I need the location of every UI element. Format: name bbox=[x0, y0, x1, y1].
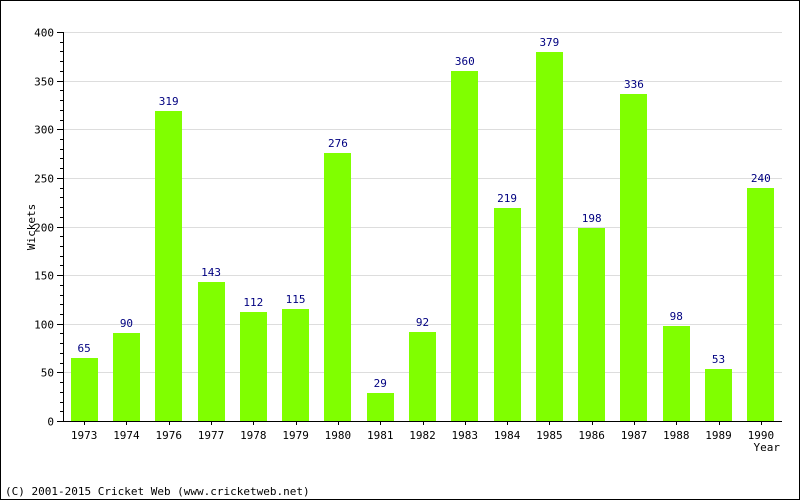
bar bbox=[620, 94, 647, 421]
x-tick-label: 1978 bbox=[240, 429, 267, 442]
x-tick-label: 1990 bbox=[748, 429, 775, 442]
bar-value-label: 143 bbox=[201, 266, 221, 279]
y-tick-label: 150 bbox=[34, 270, 54, 283]
bar-value-label: 90 bbox=[120, 317, 133, 330]
x-tick-label: 1976 bbox=[155, 429, 182, 442]
bar bbox=[409, 332, 436, 421]
bar-value-label: 319 bbox=[159, 95, 179, 108]
x-tick-label: 1988 bbox=[663, 429, 690, 442]
x-tick-label: 1983 bbox=[452, 429, 479, 442]
bar-value-label: 219 bbox=[497, 192, 517, 205]
footer-copyright: (C) 2001-2015 Cricket Web (www.cricketwe… bbox=[5, 485, 310, 498]
y-tick-label: 50 bbox=[41, 367, 54, 380]
bar bbox=[663, 326, 690, 421]
x-tick-label: 1980 bbox=[325, 429, 352, 442]
axis-layer bbox=[57, 32, 782, 425]
bar-value-label: 112 bbox=[243, 296, 263, 309]
bar-value-label: 98 bbox=[670, 310, 683, 323]
bar bbox=[71, 358, 98, 421]
x-tick-label: 1985 bbox=[536, 429, 563, 442]
bar-value-label: 115 bbox=[286, 293, 306, 306]
bar-value-label: 92 bbox=[416, 316, 429, 329]
bar-value-label: 336 bbox=[624, 78, 644, 91]
x-tick-label: 1987 bbox=[621, 429, 648, 442]
bar-value-label: 276 bbox=[328, 137, 348, 150]
x-tick-label: 1989 bbox=[705, 429, 732, 442]
bar bbox=[578, 228, 605, 421]
bar bbox=[494, 208, 521, 421]
bar-value-label: 360 bbox=[455, 55, 475, 68]
x-axis-title: Year bbox=[754, 441, 781, 454]
bar bbox=[113, 333, 140, 421]
label-layer: 0 50 100 150 200 250 300 350 400 65 1973 90 1974 319 1… bbox=[34, 27, 774, 443]
bar bbox=[240, 312, 267, 421]
y-tick-label: 0 bbox=[47, 416, 54, 429]
bar-value-label: 198 bbox=[582, 212, 602, 225]
y-tick-label: 100 bbox=[34, 319, 54, 332]
x-tick-label: 1984 bbox=[494, 429, 521, 442]
y-tick-label: 250 bbox=[34, 173, 54, 186]
bar-value-label: 379 bbox=[539, 36, 559, 49]
bar bbox=[155, 111, 182, 421]
bar bbox=[198, 282, 225, 421]
x-tick-label: 1973 bbox=[71, 429, 98, 442]
bar bbox=[536, 52, 563, 421]
y-tick-label: 350 bbox=[34, 76, 54, 89]
bar bbox=[451, 71, 478, 421]
bar-value-label: 29 bbox=[374, 377, 387, 390]
y-tick-label: 300 bbox=[34, 124, 54, 137]
bar bbox=[367, 393, 394, 421]
grid-layer bbox=[63, 32, 782, 373]
x-tick-label: 1986 bbox=[578, 429, 605, 442]
bar bbox=[282, 309, 309, 421]
x-tick-label: 1981 bbox=[367, 429, 394, 442]
bar bbox=[747, 188, 774, 421]
x-tick-label: 1979 bbox=[282, 429, 309, 442]
y-tick-label: 400 bbox=[34, 27, 54, 40]
bar bbox=[705, 369, 732, 421]
y-tick-label: 200 bbox=[34, 222, 54, 235]
y-axis-title: Wickets bbox=[25, 204, 38, 250]
bar-value-label: 65 bbox=[78, 342, 91, 355]
x-tick-label: 1974 bbox=[113, 429, 140, 442]
bar-value-label: 240 bbox=[751, 172, 771, 185]
bar-layer bbox=[71, 52, 774, 421]
x-tick-label: 1977 bbox=[198, 429, 225, 442]
bar-value-label: 53 bbox=[712, 353, 725, 366]
x-tick-label: 1982 bbox=[409, 429, 436, 442]
bar bbox=[324, 153, 351, 421]
